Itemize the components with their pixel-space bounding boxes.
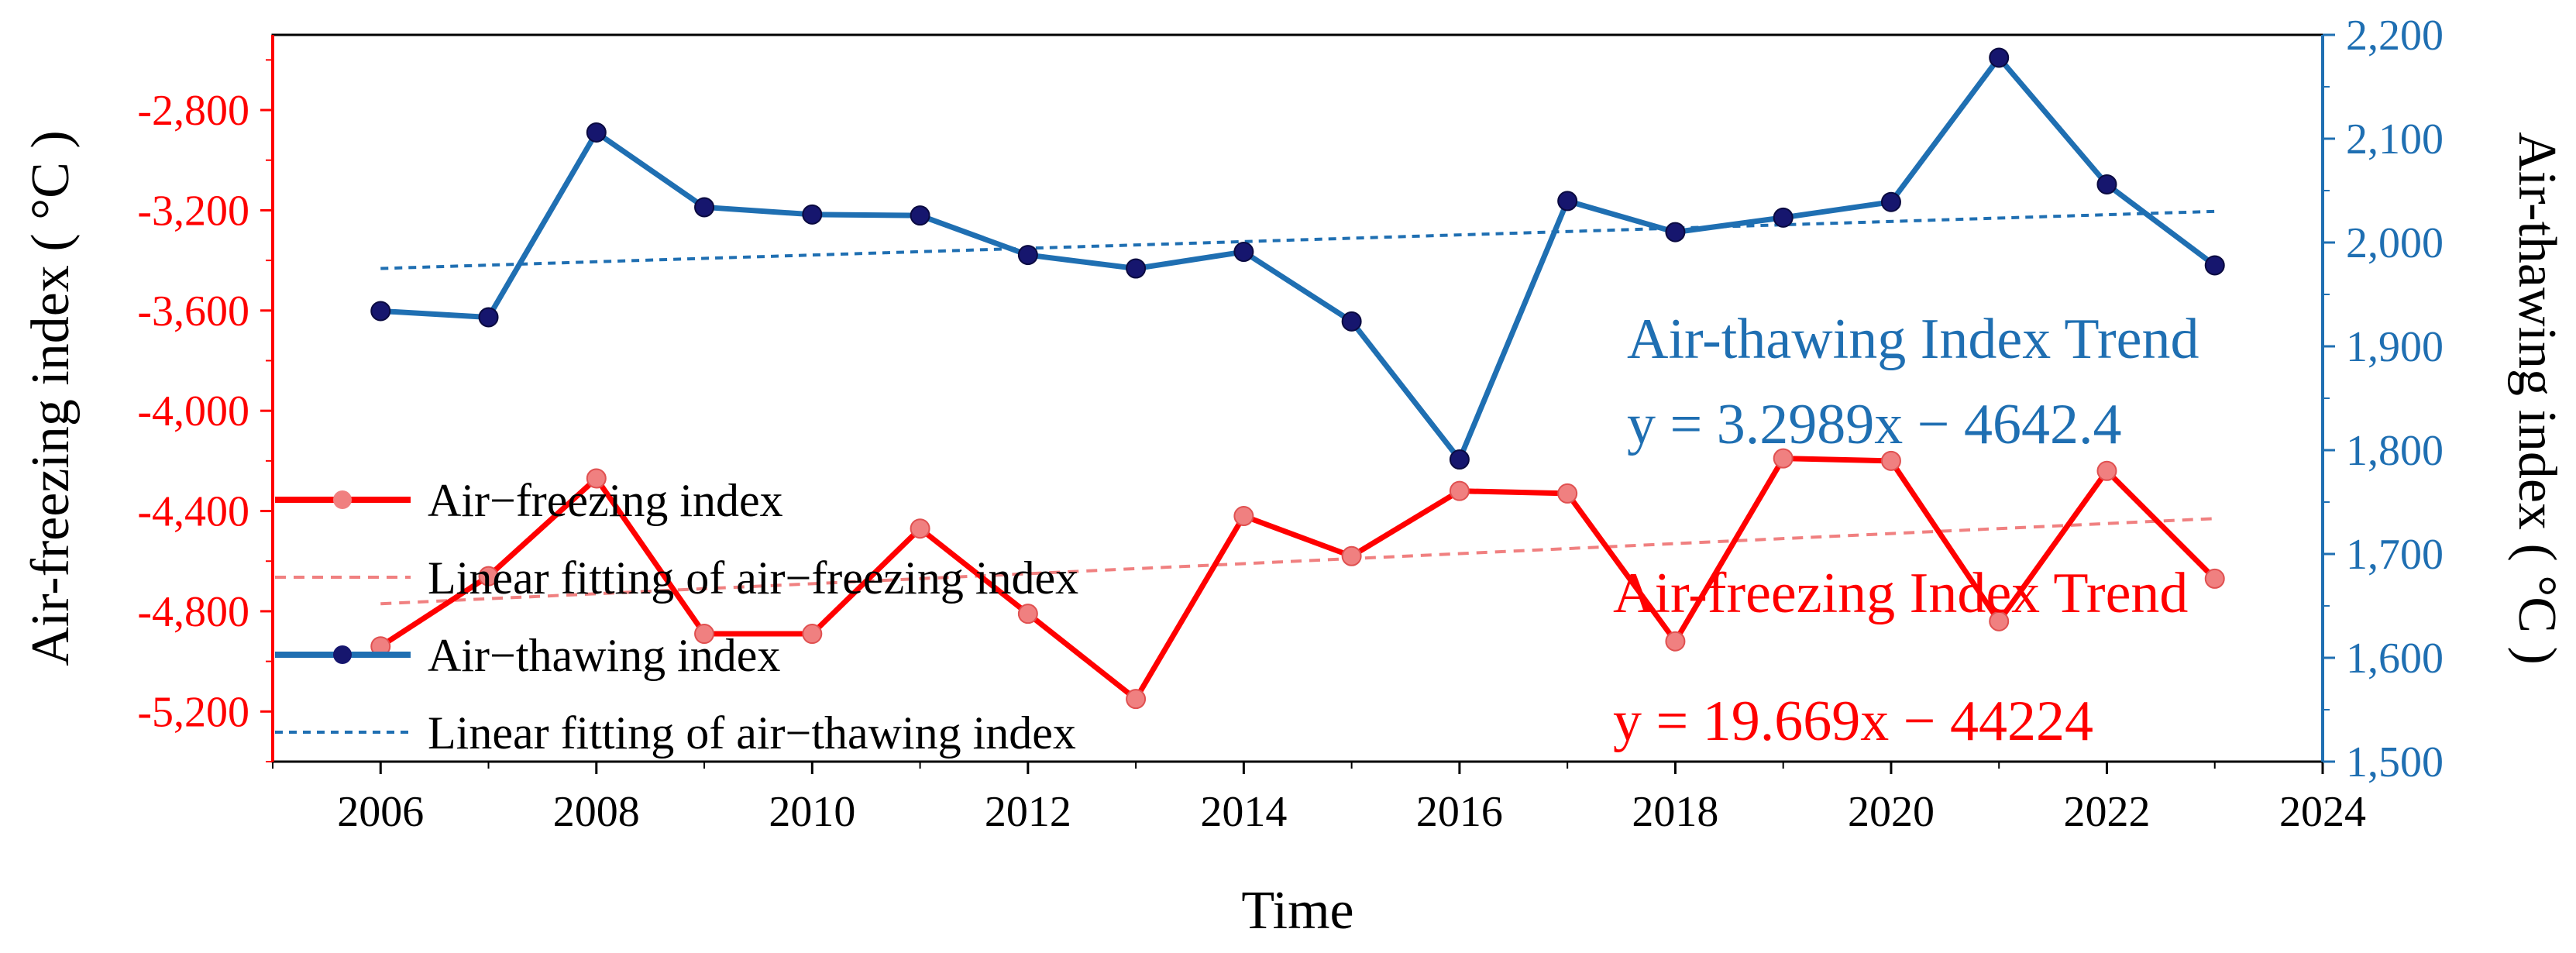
legend-label-thaw-fit: Linear fitting of air−thawing index (428, 707, 1076, 759)
freeze-point-2012 (1017, 604, 1038, 624)
thaw-point-2009 (694, 197, 715, 218)
thaw-point-2006 (370, 301, 391, 322)
freeze-point-2008 (586, 468, 607, 489)
freeze-point-2023 (2204, 568, 2225, 589)
thaw-point-2014 (1233, 242, 1254, 263)
freeze-point-2011 (910, 518, 930, 539)
x-tick-label-2012: 2012 (985, 788, 1071, 836)
x-tick-label-2016: 2016 (1416, 788, 1503, 836)
freeze-point-2007 (478, 566, 499, 587)
x-tick-label-2024: 2024 (2279, 788, 2366, 836)
y-right-tick-label: 1,900 (2346, 323, 2444, 371)
y-right-tick-label: 1,500 (2346, 738, 2444, 786)
x-tick-label-2022: 2022 (2063, 788, 2150, 836)
thaw-point-2023 (2204, 255, 2225, 276)
thaw-trend-equation: y = 3.2989x − 4642.4 (1627, 393, 2121, 456)
x-tick-label-2010: 2010 (769, 788, 855, 836)
freeze-trend-title: Air-freezing Index Trend (1613, 562, 2188, 625)
freeze-series-line (379, 456, 2217, 702)
y-right-tick-label: 1,600 (2346, 635, 2444, 683)
y-right-tick-label: 1,800 (2346, 427, 2444, 475)
thaw-point-2012 (1017, 245, 1038, 266)
thaw-point-2011 (910, 205, 930, 226)
legend: Air−freezing index Linear fitting of air… (275, 475, 1078, 759)
x-tick-label-2014: 2014 (1200, 788, 1287, 836)
x-axis-title: Time (1241, 881, 1353, 941)
freeze-point-2013 (1126, 689, 1147, 710)
thaw-point-2018 (1665, 222, 1686, 243)
thaw-series-line (380, 54, 2217, 463)
freeze-point-2021 (1989, 611, 2010, 631)
y-right-axis-title: Air-thawing index ( °C ) (2507, 132, 2567, 665)
thaw-point-2008 (586, 122, 607, 143)
freeze-point-2010 (802, 624, 823, 645)
legend-marker-thaw (333, 645, 352, 664)
thaw-point-2021 (1989, 47, 2010, 68)
thaw-point-2019 (1773, 207, 1794, 228)
y-right-tick-label: 2,200 (2346, 12, 2444, 60)
y-left-tick-label: -4,000 (137, 387, 249, 435)
y-right-tick-label: 2,100 (2346, 115, 2444, 163)
x-tick-label-2018: 2018 (1632, 788, 1718, 836)
freeze-fit-line (380, 517, 2215, 606)
thaw-point-2017 (1557, 191, 1578, 212)
thaw-fit-line (380, 209, 2215, 270)
legend-label-freeze-fit: Linear fitting of air−freezing index (428, 552, 1078, 604)
thaw-point-2020 (1880, 191, 1901, 212)
y-left-tick-label: -5,200 (137, 688, 249, 736)
legend-label-thaw: Air−thawing index (428, 630, 780, 681)
thaw-point-2013 (1126, 258, 1147, 279)
y-left-tick-label: -4,800 (137, 588, 249, 636)
thaw-point-2015 (1341, 311, 1362, 332)
x-tick-label-2008: 2008 (553, 788, 640, 836)
y-right-tick-label: 2,000 (2346, 219, 2444, 267)
x-tick-label-2020: 2020 (1848, 788, 1935, 836)
freeze-point-2015 (1341, 545, 1362, 566)
legend-label-freeze: Air−freezing index (428, 475, 783, 526)
thaw-trend-title: Air-thawing Index Trend (1627, 308, 2199, 371)
thaw-point-2022 (2096, 174, 2117, 194)
freeze-point-2018 (1665, 631, 1686, 652)
freeze-point-2022 (2096, 460, 2117, 481)
freeze-point-2016 (1449, 480, 1470, 501)
freeze-point-2020 (1880, 450, 1901, 471)
y-left-tick-label: -3,200 (137, 187, 249, 235)
thaw-point-2010 (802, 204, 823, 225)
freeze-point-2017 (1557, 483, 1578, 504)
y-left-tick-label: -2,800 (137, 87, 249, 135)
legend-marker-freeze (333, 490, 352, 509)
thaw-point-2007 (478, 307, 499, 328)
freeze-point-2014 (1233, 506, 1254, 527)
freeze-point-2009 (694, 624, 715, 645)
freeze-trend-equation: y = 19.669x − 44224 (1613, 690, 2093, 753)
freeze-point-2019 (1773, 448, 1794, 469)
y-left-tick-label: -3,600 (137, 287, 249, 335)
thaw-point-2016 (1449, 449, 1470, 470)
x-tick-label-2006: 2006 (337, 788, 424, 836)
y-left-tick-label: -4,400 (137, 488, 249, 536)
y-left-axis-title: Air-freezing index ( °C ) (21, 130, 81, 666)
y-right-tick-label: 1,700 (2346, 531, 2444, 579)
